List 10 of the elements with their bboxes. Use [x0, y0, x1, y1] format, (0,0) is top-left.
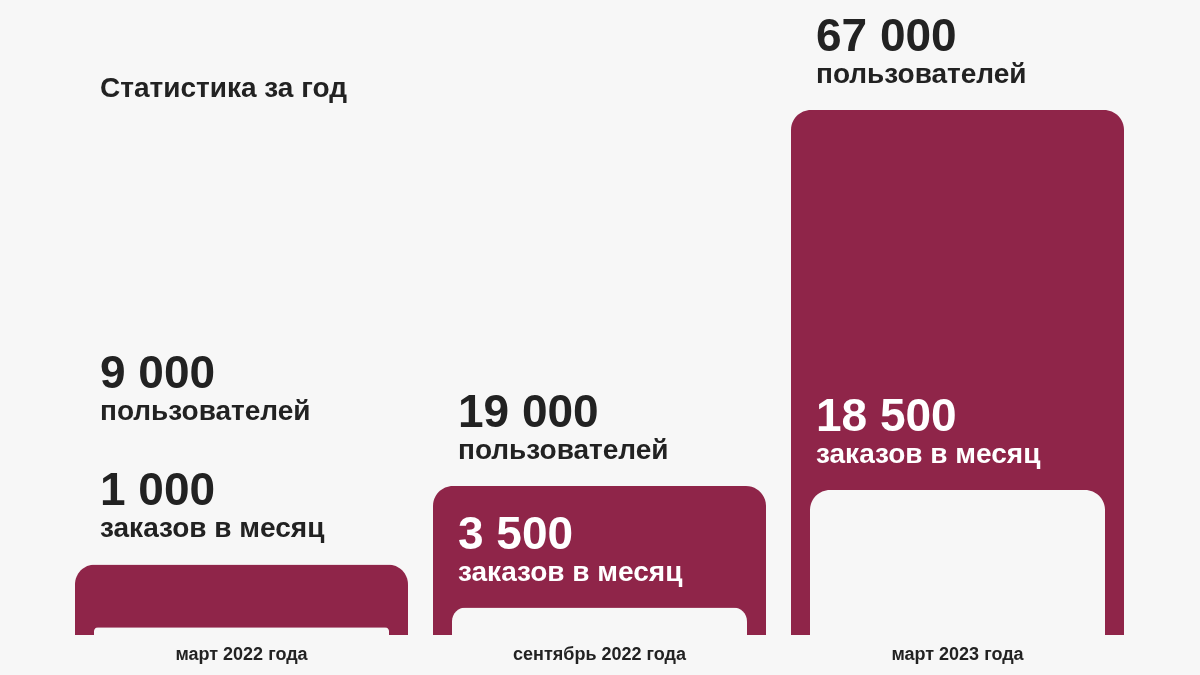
text: 18 500 заказов в месяц	[816, 389, 1041, 470]
text: 3 500 заказов в месяц	[458, 506, 683, 587]
x-tick-label: март 2023 года	[891, 643, 1025, 664]
x-tick-label: март 2022 года	[175, 643, 309, 664]
text: 1 000 заказов в месяц	[100, 463, 325, 544]
data-label: 9 000 пользователей	[100, 346, 311, 427]
chart-title: Статистика за год	[100, 72, 348, 103]
text: 67 000 пользователей	[816, 9, 1027, 89]
x-tick-label: сентябрь 2022 года	[513, 643, 687, 664]
text: 19 000 пользователей	[458, 385, 669, 466]
